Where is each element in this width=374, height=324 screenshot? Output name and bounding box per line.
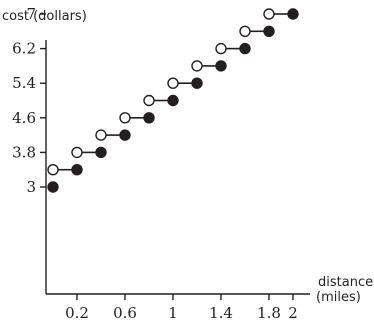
x-tick-label: 1.4 <box>209 304 233 322</box>
closed-endpoint <box>263 25 275 37</box>
open-endpoint <box>263 8 275 20</box>
isolated-point <box>47 181 59 193</box>
open-endpoint <box>71 146 83 159</box>
x-tick-label: 2 <box>288 304 298 322</box>
open-endpoint <box>95 129 107 141</box>
open-endpoint <box>143 94 155 107</box>
open-endpoint <box>167 77 179 89</box>
closed-endpoint <box>71 163 83 176</box>
y-tick-label: 6.2 <box>12 40 36 58</box>
closed-endpoint <box>143 112 155 124</box>
open-endpoint <box>47 163 59 176</box>
tick-layer: 3 3.8 4.6 5.4 6.2 7 0.2 0.6 1 1.4 1.8 2 <box>12 5 298 322</box>
open-endpoint <box>191 60 203 72</box>
x-axis-label-line2: (miles) <box>316 290 361 305</box>
closed-endpoint <box>287 8 299 20</box>
x-axis-label-line1: distance <box>318 275 373 290</box>
x-tick-label: 0.2 <box>65 304 89 322</box>
x-tick-label: 1 <box>168 304 178 322</box>
closed-endpoint <box>215 60 227 72</box>
closed-endpoint <box>119 129 131 141</box>
closed-endpoint <box>239 42 251 55</box>
y-tick-label: 7 <box>26 5 36 23</box>
data-marks-layer <box>47 8 299 193</box>
x-tick-label: 1.8 <box>257 304 281 322</box>
open-endpoint <box>239 25 251 37</box>
y-tick-label: 5.4 <box>12 74 36 92</box>
closed-endpoint <box>167 94 179 107</box>
y-tick-label: 3 <box>26 178 36 196</box>
y-tick-label: 4.6 <box>12 109 36 127</box>
y-tick-label: 3.8 <box>12 143 36 161</box>
closed-endpoint <box>95 146 107 159</box>
closed-endpoint <box>191 77 203 89</box>
open-endpoint <box>215 42 227 55</box>
x-tick-label: 0.6 <box>113 304 137 322</box>
open-endpoint <box>119 112 131 124</box>
y-axis-label: cost (dollars) <box>2 9 87 24</box>
